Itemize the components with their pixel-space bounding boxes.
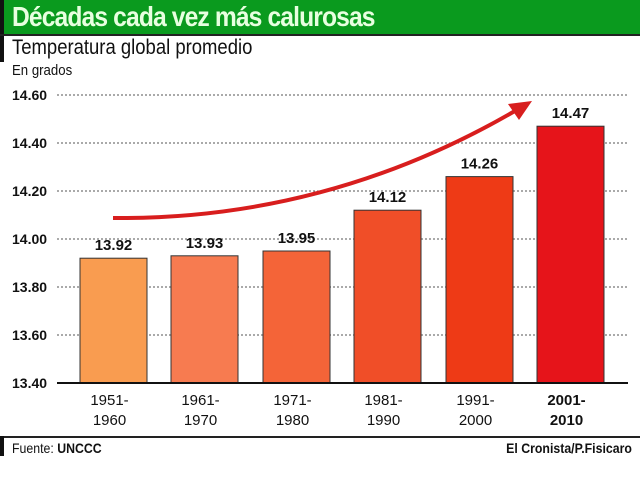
data-label: 13.92	[95, 237, 133, 254]
bar	[353, 209, 422, 384]
data-label: 14.26	[461, 156, 499, 173]
x-tick-label: 1960	[93, 412, 126, 429]
x-tick-label: 2010	[550, 412, 583, 429]
data-label: 13.95	[278, 230, 316, 247]
source-name: UNCCC	[57, 440, 102, 456]
credit: El Cronista/P.Fisicaro	[506, 440, 632, 456]
source: Fuente: UNCCC	[12, 440, 102, 456]
y-tick-label: 14.60	[12, 87, 47, 103]
divider	[0, 34, 640, 36]
bar	[170, 255, 239, 384]
title-bar: Décadas cada vez más calurosas	[0, 0, 640, 34]
x-tick-label: 1951-	[90, 392, 128, 409]
y-tick-label: 13.60	[12, 327, 47, 343]
x-tick-label: 1970	[184, 412, 217, 429]
trend-arrow-head	[508, 101, 532, 120]
x-tick-label: 1981-	[364, 392, 402, 409]
x-tick-label: 1961-	[181, 392, 219, 409]
bar	[445, 176, 514, 384]
x-tick-label: 2001-	[547, 392, 585, 409]
x-tick-label: 2000	[459, 412, 492, 429]
bar	[262, 250, 331, 384]
y-tick-label: 13.40	[12, 375, 47, 391]
trend-arrow	[112, 106, 522, 221]
footer-divider	[0, 436, 640, 438]
y-tick-label: 14.20	[12, 183, 47, 199]
bar	[536, 125, 605, 384]
x-tick-label: 1971-	[273, 392, 311, 409]
bar	[79, 257, 148, 384]
data-label: 14.47	[552, 105, 590, 122]
y-tick-label: 14.40	[12, 135, 47, 151]
x-tick-label: 1990	[367, 412, 400, 429]
x-tick-label: 1991-	[456, 392, 494, 409]
data-label: 14.12	[369, 189, 407, 206]
subtitle-marker	[0, 36, 4, 62]
footer-marker	[0, 436, 4, 456]
chart-subtitle: Temperatura global promedio	[12, 36, 253, 59]
data-label: 13.93	[186, 235, 224, 252]
x-tick-label: 1980	[276, 412, 309, 429]
y-tick-label: 14.00	[12, 231, 47, 247]
chart-title: Décadas cada vez más calurosas	[12, 1, 375, 32]
y-axis-label: En grados	[12, 62, 73, 79]
y-tick-label: 13.80	[12, 279, 47, 295]
